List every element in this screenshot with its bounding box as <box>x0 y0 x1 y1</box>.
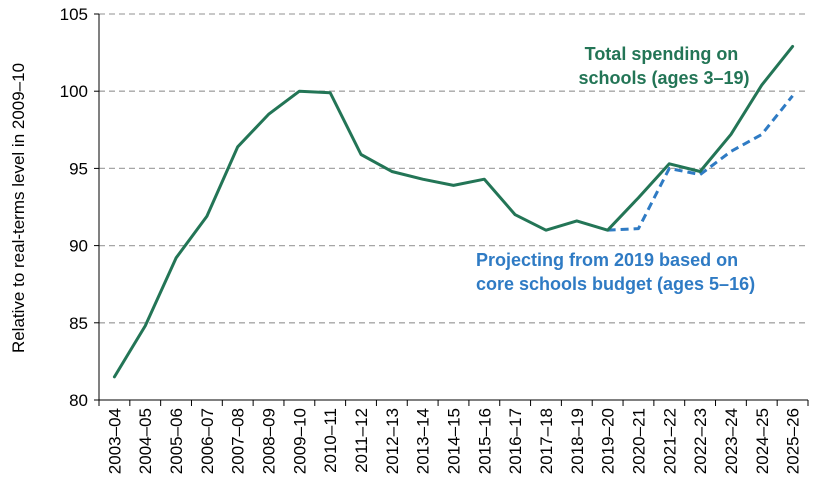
series-line-projection <box>607 94 794 232</box>
y-tick-label: 100 <box>60 82 88 101</box>
axes: 80 85 90 95 100 105 2003–04 2004–05 2005–06 2006–… <box>60 5 809 474</box>
y-tick-label: 80 <box>69 391 88 410</box>
x-tick-label: 2021–22 <box>660 408 679 474</box>
y-tick-label: 90 <box>69 237 88 256</box>
y-tick-label: 105 <box>60 5 88 24</box>
x-tick-label: 2018–19 <box>568 408 587 474</box>
x-tick-label: 2005–06 <box>167 408 186 474</box>
x-tick-label: 2008–09 <box>260 408 279 474</box>
x-tick-label: 2012–13 <box>383 408 402 474</box>
x-tick-label: 2013–14 <box>414 408 433 474</box>
annotation-total-spending: Total spending on schools (ages 3–19) <box>578 44 749 88</box>
annotation-total-line-1: Total spending on <box>585 44 739 64</box>
annotation-projection-line-1: Projecting from 2019 based on <box>476 250 738 270</box>
x-tick-label: 2015–16 <box>475 408 494 474</box>
x-tick-label: 2025–26 <box>784 408 803 474</box>
x-tick-label: 2003–04 <box>105 408 124 474</box>
y-tick-label: 95 <box>69 159 88 178</box>
x-tick-label: 2024–25 <box>753 408 772 474</box>
x-tick-label: 2011–12 <box>352 408 371 473</box>
x-tick-label: 2007–08 <box>229 408 248 474</box>
series-line-total-spending <box>112 44 795 379</box>
x-tick-label: 2004–05 <box>136 408 155 474</box>
x-tick-label: 2014–15 <box>445 408 464 474</box>
series-lines <box>112 44 795 379</box>
annotation-projection: Projecting from 2019 based on core schoo… <box>476 250 755 294</box>
x-tick-label: 2006–07 <box>198 408 217 474</box>
x-tick-label: 2016–17 <box>506 408 525 474</box>
y-tick-label: 85 <box>69 314 88 333</box>
annotation-total-line-2: schools (ages 3–19) <box>578 68 749 88</box>
x-tick-label: 2023–24 <box>722 408 741 474</box>
y-axis-label: Relative to real-terms level in 2009–10 <box>9 63 28 353</box>
x-tick-label: 2017–18 <box>537 408 556 474</box>
annotation-projection-line-2: core schools budget (ages 5–16) <box>476 274 755 294</box>
x-tick-label: 2019–20 <box>599 408 618 474</box>
x-tick-label: 2020–21 <box>629 408 648 474</box>
x-tick-label: 2009–10 <box>290 408 309 474</box>
x-tick-label: 2010–11 <box>321 408 340 473</box>
x-tick-label: 2022–23 <box>691 408 710 474</box>
